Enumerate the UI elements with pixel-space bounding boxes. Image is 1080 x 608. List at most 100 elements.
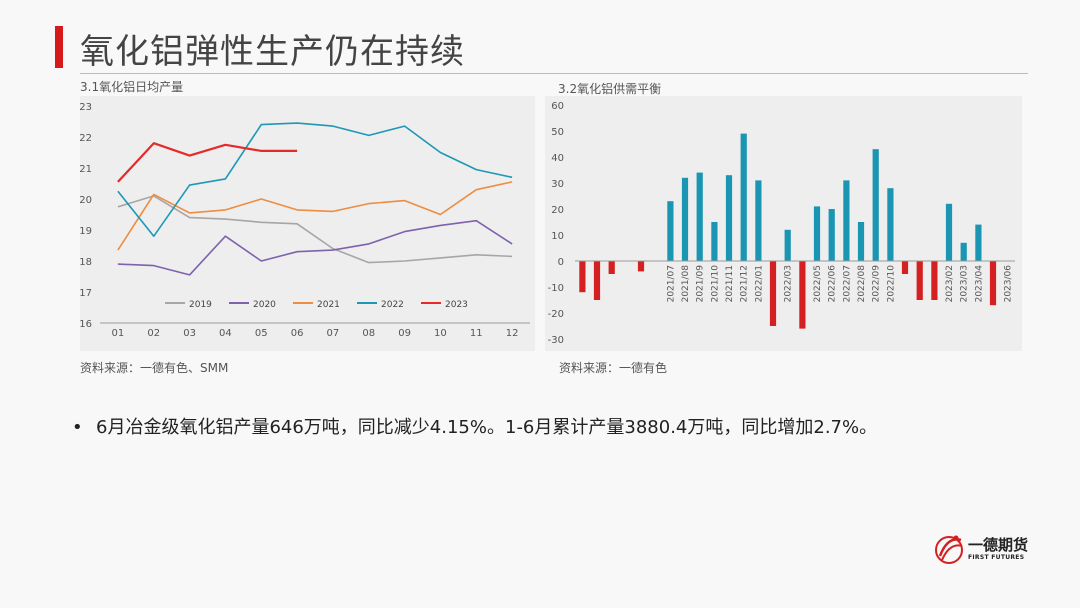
series-line-2023 — [117, 142, 298, 183]
title-divider — [80, 73, 1028, 74]
bar-2022/05 — [813, 206, 821, 261]
bar-2021/03 — [608, 261, 615, 274]
title-accent-bar — [55, 26, 63, 68]
x-tick-label: 2022/01 — [754, 265, 764, 302]
logo-name-cn: 一德期货 — [968, 536, 1029, 554]
bar-2021/12 — [740, 133, 747, 261]
legend-label: 2023 — [445, 300, 468, 310]
y-tick-label: 20 — [80, 195, 92, 206]
x-tick-label: 2023/03 — [960, 265, 970, 302]
y-tick-label: -10 — [548, 283, 564, 294]
logo-name-en: FIRST FUTURES — [968, 554, 1025, 561]
y-tick-label: 20 — [551, 205, 564, 216]
x-tick-label: 2022/03 — [784, 265, 794, 302]
x-tick-label: 07 — [327, 328, 340, 339]
bar-2021/01 — [579, 261, 586, 293]
y-tick-label: 17 — [80, 288, 92, 299]
x-tick-label: 05 — [255, 328, 268, 339]
page-title: 氧化铝弹性生产仍在持续 — [80, 32, 465, 72]
y-tick-label: 50 — [551, 127, 564, 138]
legend-label: 2019 — [189, 300, 212, 310]
bar-2023/03 — [960, 242, 967, 261]
bar-2022/04 — [799, 261, 806, 329]
bar-2021/08 — [681, 177, 689, 261]
bar-2021/05 — [637, 261, 645, 272]
y-tick-label: -30 — [548, 335, 564, 346]
x-tick-label: 2022/09 — [872, 265, 882, 303]
x-tick-label: 12 — [506, 328, 519, 339]
series-line-2020 — [117, 219, 513, 276]
series-line-2021 — [117, 181, 513, 251]
bar-2023/05 — [989, 261, 997, 306]
bar-2021/11 — [725, 175, 733, 261]
x-tick-label: 10 — [434, 328, 447, 339]
x-tick-label: 2023/06 — [1004, 265, 1014, 303]
right-chart-caption: 3.2氧化铝供需平衡 — [558, 82, 662, 96]
bullet-dot-icon: • — [72, 417, 83, 438]
x-tick-label: 09 — [398, 328, 411, 339]
x-tick-label: 04 — [219, 328, 232, 339]
bar-2022/01 — [755, 180, 762, 261]
y-tick-label: 21 — [80, 164, 92, 175]
x-tick-label: 06 — [291, 328, 304, 339]
bar-2023/04 — [975, 224, 982, 261]
y-tick-label: 19 — [80, 226, 92, 237]
y-tick-label: 10 — [551, 231, 564, 242]
x-tick-label: 2023/02 — [945, 265, 955, 302]
series-line-2022 — [117, 122, 513, 237]
x-tick-label: 2022/07 — [842, 265, 852, 302]
x-tick-label: 01 — [112, 328, 125, 339]
x-tick-label: 2021/12 — [740, 265, 750, 302]
x-tick-label: 02 — [147, 328, 160, 339]
x-tick-label: 2022/08 — [857, 265, 867, 303]
y-tick-label: 23 — [80, 102, 92, 113]
y-tick-label: 22 — [80, 133, 92, 144]
bar-2021/09 — [696, 172, 703, 261]
x-tick-label: 2021/09 — [696, 265, 706, 303]
x-tick-label: 2023/04 — [974, 265, 984, 303]
x-tick-label: 2021/08 — [681, 265, 691, 303]
x-tick-label: 2022/10 — [886, 265, 896, 303]
left-chart-panel: 16 17 18 19 20 21 22 23 01 02 03 04 05 06 07 08 09 10 11 12… — [79, 96, 535, 351]
x-tick-label: 2022/06 — [828, 265, 838, 303]
y-tick-label: 0 — [558, 257, 564, 268]
bar-2022/07 — [843, 180, 850, 261]
company-logo: 一德期货 FIRST FUTURES — [934, 530, 1034, 570]
legend-label: 2020 — [253, 300, 276, 310]
y-tick-label: 16 — [80, 319, 92, 330]
bar-2021/07 — [667, 201, 674, 261]
x-tick-label: 03 — [183, 328, 196, 339]
summary-text: 6月冶金级氧化铝产量646万吨，同比减少4.15%。1-6月累计产量3880.4… — [96, 417, 878, 438]
y-tick-label: 40 — [551, 153, 564, 164]
bar-2022/11 — [901, 261, 909, 274]
y-tick-label: 18 — [80, 257, 92, 268]
x-tick-label: 2021/10 — [710, 265, 720, 303]
summary-bullet: • 6月冶金级氧化铝产量646万吨，同比减少4.15%。1-6月累计产量3880.… — [72, 413, 877, 439]
right-chart-panel: -30 -20 -10 0 10 20 30 40 50 60 2021/07 2021/08 2021… — [545, 96, 1022, 351]
x-tick-label: 2021/11 — [725, 265, 735, 302]
y-tick-label: 60 — [551, 101, 564, 112]
x-tick-label: 11 — [470, 328, 483, 339]
right-chart-source: 资料来源：一德有色 — [559, 361, 668, 375]
bar-2022/10 — [887, 188, 894, 261]
bar-2022/03 — [784, 229, 791, 261]
legend-label: 2021 — [317, 300, 340, 310]
bar-2022/02 — [769, 261, 777, 326]
y-tick-label: 30 — [551, 179, 564, 190]
x-tick-label: 2021/07 — [666, 265, 676, 302]
bar-2023/02 — [945, 203, 953, 261]
legend-label: 2022 — [381, 300, 404, 310]
bar-2022/09 — [872, 149, 879, 261]
x-tick-label: 08 — [362, 328, 375, 339]
bar-2021/10 — [711, 222, 718, 261]
bar-2022/06 — [828, 209, 835, 261]
x-tick-label: 2022/05 — [813, 265, 823, 302]
left-chart-source: 资料来源：一德有色、SMM — [80, 361, 229, 375]
bar-chart: -30 -20 -10 0 10 20 30 40 50 60 2021/07 2021/08 2021… — [548, 101, 1015, 346]
bar-2022/12 — [916, 261, 923, 300]
series-line-2019 — [117, 195, 513, 264]
left-chart-caption: 3.1氧化铝日均产量 — [80, 80, 184, 94]
bar-2021/02 — [593, 261, 601, 300]
bar-2022/08 — [857, 222, 865, 261]
